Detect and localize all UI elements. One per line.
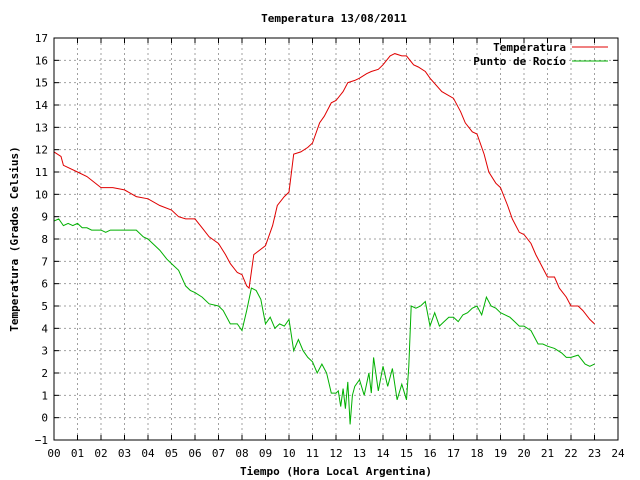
- y-tick-label: 1: [41, 389, 48, 402]
- data-series: [53, 53, 595, 425]
- x-tick-label: 04: [141, 447, 155, 460]
- x-axis-ticks: 00 01 02 03 04 05 06 07 08 09 10 11 12 13 14 15 16 17 18 19…: [47, 38, 625, 460]
- chart-title: Temperatura 13/08/2011: [261, 12, 407, 25]
- x-axis-label: Tiempo (Hora Local Argentina): [240, 465, 432, 478]
- x-tick-label: 23: [588, 447, 601, 460]
- y-tick-label: 16: [35, 54, 48, 67]
- x-tick-label: 18: [470, 447, 483, 460]
- y-tick-label: 4: [41, 322, 48, 335]
- y-tick-label: 0: [41, 412, 48, 425]
- y-tick-label: 2: [41, 367, 48, 380]
- x-tick-label: 17: [447, 447, 460, 460]
- y-tick-label: 11: [35, 166, 48, 179]
- y-tick-label: 10: [35, 188, 48, 201]
- x-tick-label: 21: [541, 447, 554, 460]
- x-tick-label: 19: [494, 447, 507, 460]
- x-tick-label: 01: [71, 447, 84, 460]
- y-tick-label: 12: [35, 144, 48, 157]
- x-tick-label: 06: [188, 447, 201, 460]
- x-tick-label: 00: [47, 447, 60, 460]
- legend-label-punto-de-rocio: Punto de Rocío: [473, 55, 566, 68]
- y-tick-label: 5: [41, 300, 48, 313]
- y-tick-label: 6: [41, 278, 48, 291]
- x-tick-label: 15: [400, 447, 413, 460]
- punto-de-rocio-line: [53, 218, 595, 425]
- legend-label-temperatura: Temperatura: [493, 41, 566, 54]
- x-tick-label: 11: [306, 447, 319, 460]
- grid-lines: [54, 38, 618, 440]
- y-tick-label: 17: [35, 32, 48, 45]
- x-tick-label: 02: [94, 447, 107, 460]
- x-tick-label: 16: [423, 447, 436, 460]
- x-tick-label: 10: [282, 447, 295, 460]
- y-tick-label: 15: [35, 77, 48, 90]
- x-tick-label: 14: [376, 447, 390, 460]
- x-tick-label: 20: [517, 447, 530, 460]
- x-tick-label: 24: [611, 447, 625, 460]
- y-axis-label: Temperatura (Grados Celsius): [8, 146, 21, 331]
- x-tick-label: 22: [564, 447, 577, 460]
- x-tick-label: 12: [329, 447, 342, 460]
- x-tick-label: 08: [235, 447, 248, 460]
- y-tick-label: 14: [35, 99, 49, 112]
- x-tick-label: 07: [212, 447, 225, 460]
- temperatura-line: [53, 53, 595, 325]
- y-tick-label: 9: [41, 211, 48, 224]
- x-tick-label: 13: [353, 447, 366, 460]
- y-tick-label: −1: [35, 434, 48, 447]
- plot-frame: [53, 37, 619, 441]
- legend: Temperatura Punto de Rocío: [473, 41, 608, 68]
- x-tick-label: 09: [259, 447, 272, 460]
- y-tick-label: 7: [41, 255, 48, 268]
- y-tick-label: 13: [35, 121, 48, 134]
- x-tick-label: 05: [165, 447, 178, 460]
- x-tick-label: 03: [118, 447, 131, 460]
- y-tick-label: 3: [41, 345, 48, 358]
- y-tick-label: 8: [41, 233, 48, 246]
